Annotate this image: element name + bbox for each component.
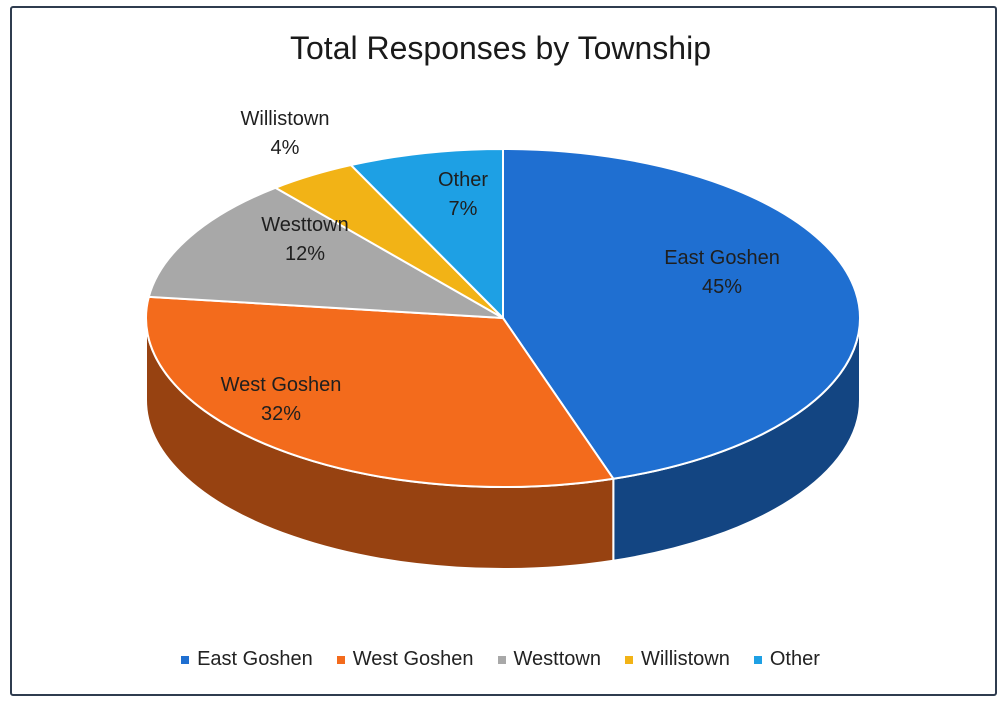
legend-label-other: Other (769, 648, 820, 670)
pie-slice-west-goshen (145, 295, 616, 488)
legend-item-westtown: Westtown (497, 648, 601, 671)
data-label-value-other: 7% (449, 198, 478, 220)
pie-slice-westtown (147, 186, 504, 319)
data-label-name-west-goshen: West Goshen (221, 374, 342, 396)
legend-item-willistown: Willistown (624, 648, 730, 671)
legend-item-other: Other (753, 648, 820, 671)
data-label-value-westtown: 12% (285, 243, 325, 265)
pie-slice-other (349, 147, 504, 321)
chart-title: Total Responses by Township (290, 30, 711, 66)
legend-label-east-goshen: East Goshen (197, 648, 313, 670)
legend-swatch-other (753, 655, 762, 664)
legend-label-westtown: Westtown (513, 648, 601, 670)
legend-item-west-goshen: West Goshen (336, 648, 474, 671)
legend-swatch-westtown (497, 655, 506, 664)
legend-swatch-west-goshen (336, 655, 345, 664)
legend-swatch-willistown (624, 655, 633, 664)
data-label-value-west-goshen: 32% (261, 403, 301, 425)
data-label-name-westtown: Westtown (261, 214, 348, 236)
data-label-name-east-goshen: East Goshen (664, 247, 780, 269)
pie-slice-east-goshen (502, 147, 861, 480)
legend-swatch-east-goshen (181, 655, 190, 664)
data-label-value-east-goshen: 45% (702, 276, 742, 298)
data-label-name-other: Other (438, 169, 488, 191)
data-label-name-willistown: Willistown (241, 108, 330, 130)
legend-label-west-goshen: West Goshen (352, 648, 474, 670)
legend-item-east-goshen: East Goshen (181, 648, 313, 671)
legend-label-willistown: Willistown (640, 648, 730, 670)
legend: East Goshen West Goshen Westtown Willistown… (0, 648, 1001, 671)
data-label-value-willistown: 4% (271, 137, 300, 159)
